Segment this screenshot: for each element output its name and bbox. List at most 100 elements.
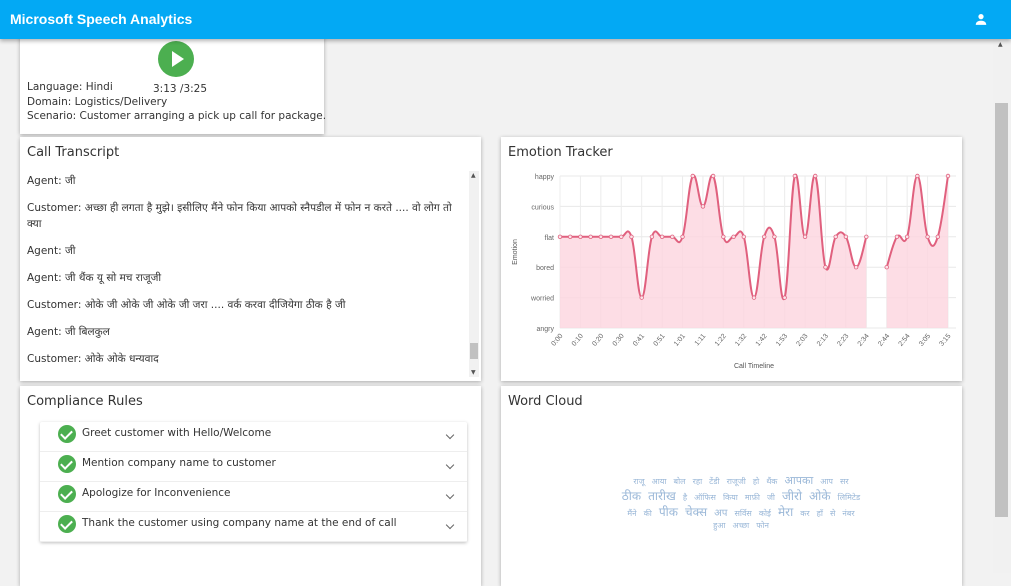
word-cloud-word: कर [800,508,810,518]
word-cloud-word: मेरा [777,504,794,519]
x-axis-title: Call Timeline [734,363,774,370]
emotion-point [792,173,798,179]
emotion-point [741,234,746,239]
emotion-point [945,173,951,179]
transcript-line: Customer: अच्छा ही लगता है मुझे। इसीलिए … [27,202,452,230]
y-tick-label: flat [545,235,554,242]
x-tick-label: 2:23 [836,333,850,348]
emotion-point [578,234,583,239]
emotion-point [925,234,930,239]
x-tick-label: 1:01 [673,333,687,348]
compliance-rule[interactable]: Apologize for Inconvenience [40,482,467,512]
chevron-down-icon[interactable] [445,490,455,500]
emotion-point [619,234,624,239]
word-cloud-word: बोल [673,477,686,486]
scroll-thumb[interactable] [470,343,478,359]
word-cloud-word: अच्छा [732,521,750,531]
emotion-point [598,234,604,239]
emotion-point [935,234,940,239]
transcript-scrollbar[interactable]: ▲ ▼ [469,171,479,377]
compliance-rule[interactable]: Greet customer with Hello/Welcome [40,422,467,452]
emotion-point [608,234,614,239]
emotion-point [802,234,808,239]
y-tick-label: bored [536,265,554,272]
emotion-point [710,173,716,179]
word-cloud-word: सर्विस [734,508,752,518]
playback-time: 3:13 /3:25 [153,83,208,95]
x-tick-label: 2:03 [795,333,809,348]
word-cloud-word: मैंने [627,508,637,518]
emotion-point [884,264,889,270]
chevron-down-icon[interactable] [445,520,455,530]
transcript-list[interactable]: Agent: जी Customer: अच्छा ही लगता है मुझे… [27,173,467,375]
check-circle-icon [58,425,76,443]
compliance-title: Compliance Rules [27,394,143,409]
account-icon[interactable] [974,12,988,26]
emotion-point [864,234,869,239]
chevron-down-icon[interactable] [445,460,455,470]
emotion-area [560,174,867,328]
x-tick-label: 1:32 [734,333,748,348]
word-cloud-word: टेंडी [709,477,720,486]
emotion-point [670,234,675,239]
transcript-line: Agent: जी बिलकुल [27,326,110,338]
emotion-card: Emotion Tracker angry worried bored flat cur… [501,137,962,381]
emotion-point [588,234,593,239]
word-cloud-word: हो [752,477,760,486]
emotion-point [772,234,777,239]
transcript-card: Call Transcript Agent: जी Customer: अच्छा… [20,137,481,381]
check-circle-icon [58,455,76,473]
emotion-point [649,234,655,239]
scroll-down-icon[interactable]: ▼ [471,369,476,376]
domain-label: Domain: Logistics/Delivery [27,96,168,108]
x-tick-label: 2:13 [816,333,830,348]
emotion-chart: angry worried bored flat curious happy 0:00 0:1… [512,173,956,370]
y-tick-label: angry [536,326,554,333]
rule-label: Thank the customer using company name at… [82,517,397,529]
app-header: Microsoft Speech Analytics [0,0,1011,39]
emotion-point [731,234,736,239]
scroll-thumb[interactable] [995,103,1008,517]
x-tick-label: 0:10 [571,333,585,348]
emotion-point [823,264,828,270]
emotion-point [762,234,767,239]
emotion-point [853,264,859,270]
scroll-up-icon[interactable]: ▲ [998,41,1003,48]
word-cloud-word: राजू [633,477,645,486]
compliance-rule[interactable]: Mention company name to customer [40,452,467,482]
transcript-title: Call Transcript [27,145,120,160]
word-cloud-word: फोन [756,521,769,531]
word-cloud-word: राजूजी [726,477,746,486]
word-cloud-word: से [829,508,836,518]
transcript-line: Agent: जी [27,175,76,187]
play-button[interactable] [158,41,194,77]
x-tick-label: 2:44 [877,333,891,348]
y-axis-title: Emotion [512,239,519,265]
chevron-down-icon[interactable] [445,430,455,440]
rule-label: Apologize for Inconvenience [82,487,231,499]
transcript-line: Customer: ओके जी ओके जी ओके जी जरा .... … [27,299,346,311]
emotion-point [659,234,665,239]
x-tick-label: 3:15 [938,333,952,348]
transcript-line: Agent: जी [27,245,76,257]
wordcloud-card: Word Cloud राजू आया बोल रहा टेंडी राजूजी हो थैं… [501,386,962,586]
emotion-point [833,234,838,239]
call-info-card: 3:13 /3:25 Language: Hindi Domain: Logis… [20,34,326,134]
page-scrollbar[interactable]: ▲ [993,39,1011,573]
word-cloud-word: थैंक [766,477,778,486]
scroll-up-icon[interactable]: ▲ [471,172,476,179]
word-cloud-word: है [682,492,688,502]
emotion-point [782,295,787,300]
word-cloud-word: जीरो [782,488,803,503]
emotion-point [629,234,634,239]
y-tick-label: curious [531,204,554,211]
word-cloud-word: आया [651,477,667,486]
x-tick-label: 0:20 [591,333,605,348]
word-cloud-word: अप [714,507,728,519]
word-cloud: राजू आया बोल रहा टेंडी राजूजी हो थैंक आपका आप सर ठी… [621,474,861,531]
y-tick-label: worried [530,296,554,303]
wordcloud-title: Word Cloud [508,394,583,409]
x-tick-label: 1:42 [755,333,769,348]
compliance-rule[interactable]: Thank the customer using company name at… [40,512,467,542]
x-tick-label: 0:30 [612,333,626,348]
